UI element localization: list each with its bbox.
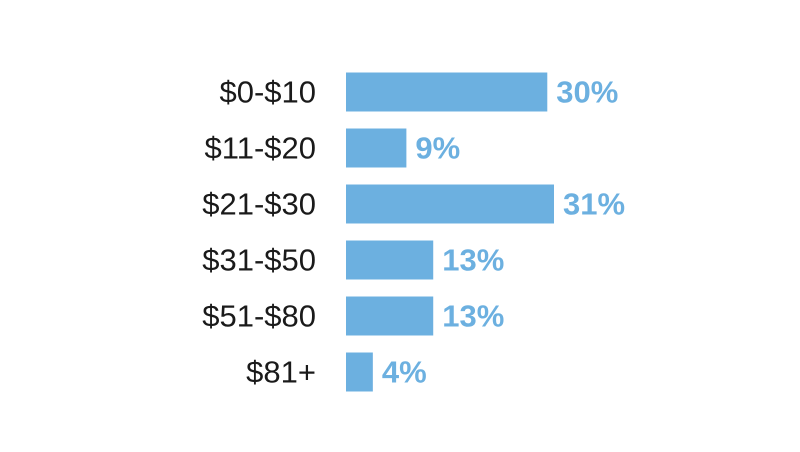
- category-label-4: $51-$80: [202, 299, 316, 334]
- bar-1: [346, 128, 407, 168]
- category-label-0: $0-$10: [219, 75, 316, 110]
- category-label-3: $31-$50: [202, 243, 316, 278]
- value-label-5: 4%: [382, 355, 427, 390]
- value-label-3: 13%: [442, 243, 504, 278]
- category-label-5: $81+: [246, 355, 316, 390]
- value-label-1: 9%: [415, 131, 460, 166]
- value-labels-group: 30% 9% 31% 13% 13% 4%: [382, 75, 625, 390]
- bar-3: [346, 240, 434, 280]
- bar-5: [346, 352, 373, 392]
- value-label-0: 30%: [556, 75, 618, 110]
- bar-4: [346, 296, 434, 336]
- category-labels-group: $0-$10 $11-$20 $21-$30 $31-$50 $51-$80 $81+: [202, 75, 316, 390]
- category-label-1: $11-$20: [205, 131, 316, 166]
- value-label-4: 13%: [442, 299, 504, 334]
- bar-0: [346, 72, 548, 112]
- value-label-2: 31%: [563, 187, 625, 222]
- bar-2: [346, 184, 554, 224]
- bars-group: [346, 72, 554, 392]
- category-label-2: $21-$30: [202, 187, 316, 222]
